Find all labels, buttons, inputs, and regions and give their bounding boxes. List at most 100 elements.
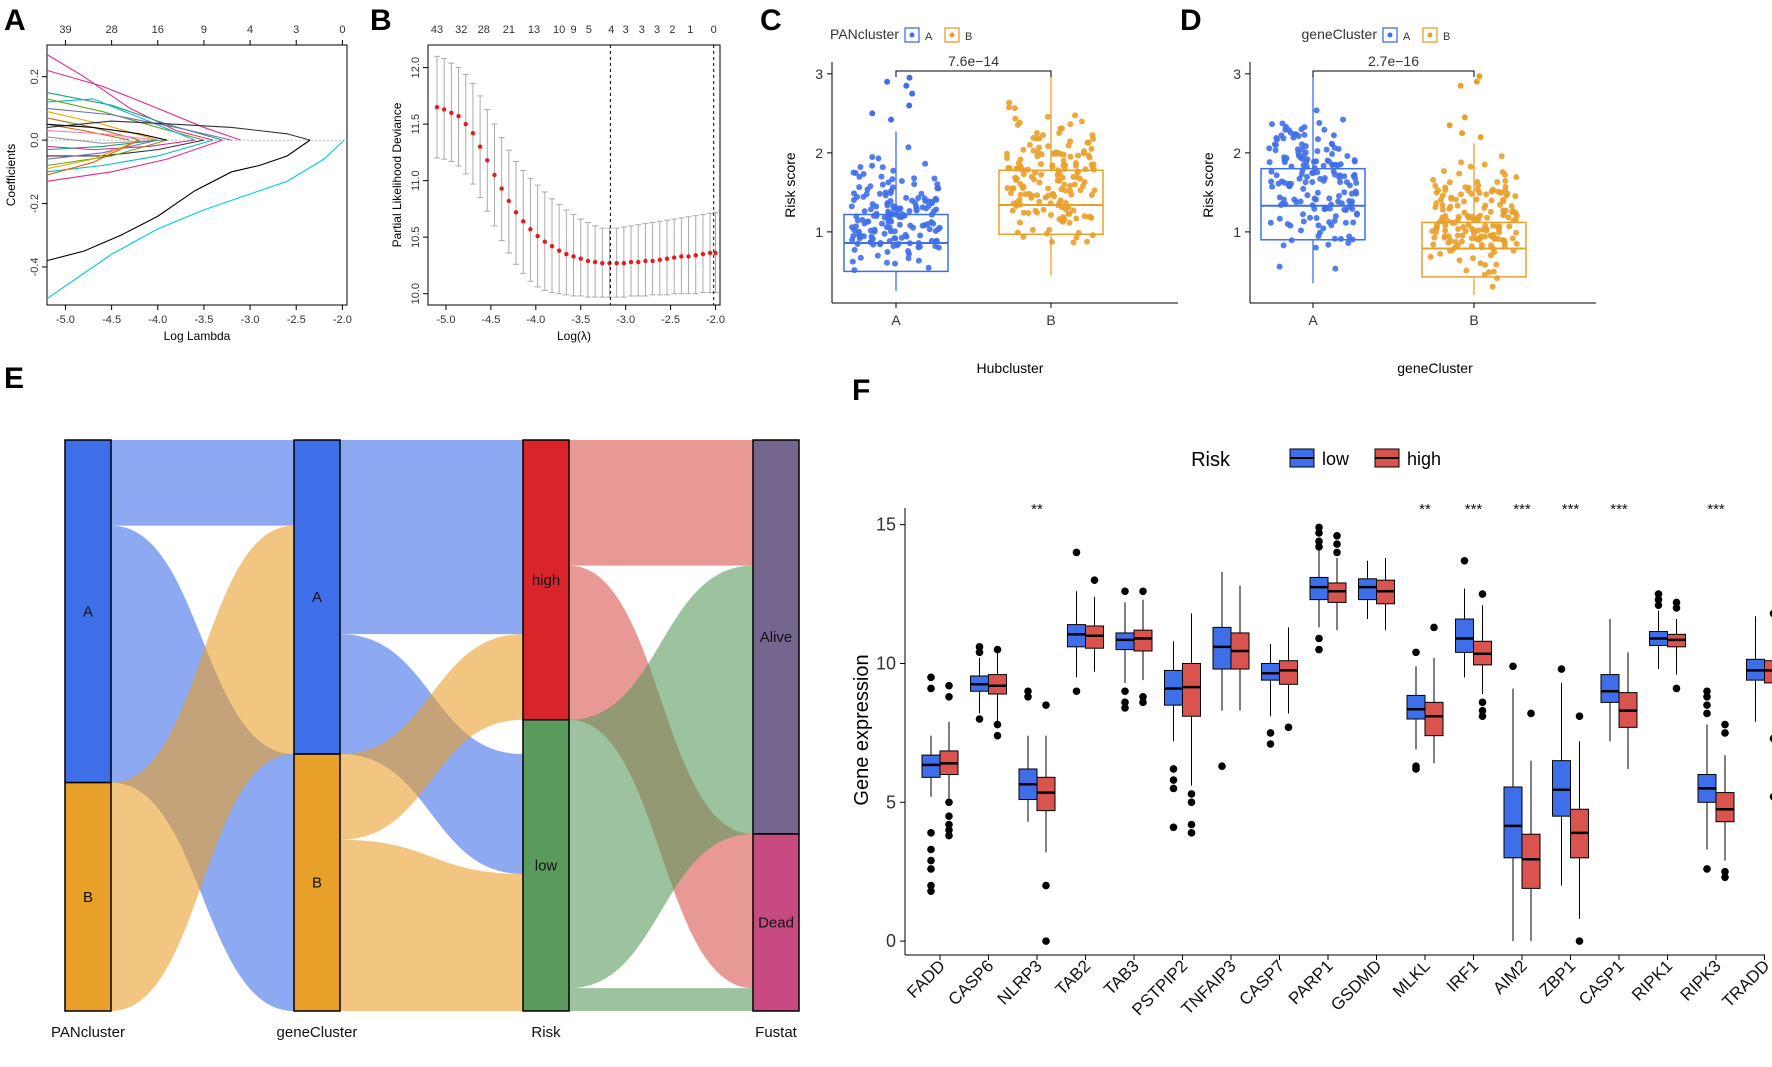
- outlier-point: [927, 684, 935, 693]
- jitter-point: [1321, 175, 1328, 182]
- jitter-point: [852, 170, 859, 177]
- y-tick-label: 10.5: [410, 226, 422, 247]
- jitter-point: [1273, 135, 1280, 142]
- outlier-point: [1430, 623, 1438, 632]
- jitter-point: [1030, 147, 1037, 154]
- jitter-point: [886, 224, 893, 231]
- jitter-point: [1314, 136, 1321, 143]
- jitter-point: [1036, 198, 1043, 205]
- box-parp1-high: [1327, 582, 1347, 603]
- outlier-point: [884, 78, 891, 85]
- jitter-point: [929, 198, 936, 205]
- jitter-point: [1007, 190, 1014, 197]
- jitter-point: [919, 204, 926, 211]
- jitter-point: [890, 243, 897, 250]
- jitter-point: [1058, 217, 1065, 224]
- jitter-point: [1075, 152, 1082, 159]
- y-tick-label: 2: [815, 145, 823, 161]
- jitter-point: [1455, 226, 1462, 233]
- cv-point: [513, 210, 519, 215]
- jitter-point: [1020, 183, 1027, 190]
- panel-a-letter: A: [4, 4, 26, 37]
- outlier-point: [1139, 698, 1147, 707]
- jitter-point: [1468, 190, 1475, 197]
- jitter-point: [1304, 192, 1311, 199]
- jitter-point: [1089, 163, 1096, 170]
- panel-b-x-ticks: -5.0 -4.5 -4.0 -3.5 -3.0 -2.5 -2.0: [436, 305, 725, 326]
- outlier-point: [1478, 712, 1487, 721]
- jitter-point: [1456, 257, 1463, 264]
- jitter-point: [1330, 132, 1337, 139]
- outlier-point: [1672, 604, 1681, 612]
- jitter-point: [905, 255, 912, 262]
- jitter-point: [1077, 187, 1084, 194]
- panel-a-top-ticks: 39 28 16 9 4 3 0: [59, 24, 345, 45]
- cv-point: [592, 259, 598, 265]
- jitter-point: [1489, 186, 1496, 193]
- outlier-point: [1478, 706, 1487, 715]
- jitter-point: [1433, 224, 1440, 231]
- jitter-point: [1048, 238, 1055, 245]
- legend-dot: [1427, 32, 1433, 38]
- outlier-point: [1721, 867, 1729, 876]
- jitter-point: [1343, 179, 1350, 186]
- outlier-point: [1478, 698, 1487, 707]
- jitter-point: [1013, 199, 1020, 206]
- jitter-point: [1276, 194, 1283, 201]
- outlier-point: [1721, 873, 1729, 882]
- jitter-point: [1314, 189, 1321, 196]
- outlier-point: [1672, 598, 1681, 607]
- outlier-point: [1769, 793, 1772, 801]
- jitter-point: [856, 184, 863, 191]
- top-tick-label: 39: [59, 24, 71, 36]
- cv-point: [477, 144, 483, 149]
- cv-point: [707, 250, 713, 256]
- jitter-point: [935, 185, 942, 192]
- sankey-node-b: [293, 753, 341, 1012]
- box-mlkl-high: [1424, 701, 1444, 737]
- box-irf1-low: [1455, 618, 1474, 653]
- panel-b-x-axis-title: Log(λ): [557, 329, 591, 343]
- jitter-point: [932, 243, 939, 250]
- jitter-point: [931, 175, 938, 182]
- jitter-point: [854, 217, 861, 224]
- jitter-point: [1331, 144, 1338, 151]
- outlier-point: [1187, 798, 1196, 807]
- box-casp7-high: [1279, 660, 1298, 685]
- jitter-point: [1455, 213, 1462, 220]
- cv-point: [700, 251, 706, 257]
- sankey-node-label: B: [83, 889, 93, 906]
- jitter-point: [1469, 226, 1476, 233]
- coef-path-path19: [46, 139, 214, 173]
- cv-point: [585, 258, 591, 264]
- outlier-point: [1473, 78, 1480, 85]
- sankey-node-label: Dead: [758, 914, 794, 931]
- panel-d-x-axis-title: geneCluster: [1397, 360, 1473, 376]
- flow-low-dead: [569, 988, 753, 1011]
- jitter-point: [873, 203, 880, 210]
- gene-label: AIM2: [1489, 956, 1530, 997]
- jitter-point: [857, 164, 864, 171]
- jitter-point: [1285, 127, 1292, 134]
- sankey-node-label: high: [532, 572, 560, 589]
- box-tab2-high: [1085, 625, 1104, 649]
- jitter-point: [1020, 146, 1027, 153]
- jitter-point: [1323, 146, 1330, 153]
- jitter-point: [1328, 140, 1335, 147]
- x-tick-label: -2.5: [661, 314, 680, 326]
- y-tick-label: 15: [876, 515, 896, 535]
- flow-gene-a-high: [340, 440, 523, 635]
- jitter-point: [1300, 185, 1307, 192]
- jitter-point: [885, 179, 892, 186]
- panel-b-y-ticks: 10.0 10.5 11.0 11.5 12.0: [410, 57, 428, 304]
- jitter-point: [1080, 182, 1087, 189]
- outlier-point: [1042, 937, 1050, 945]
- outlier-point: [927, 865, 935, 873]
- jitter-point: [887, 189, 894, 196]
- jitter-point: [1003, 150, 1010, 157]
- outlier-point: [1121, 698, 1129, 707]
- cv-point: [686, 254, 691, 259]
- jitter-point: [1331, 217, 1338, 224]
